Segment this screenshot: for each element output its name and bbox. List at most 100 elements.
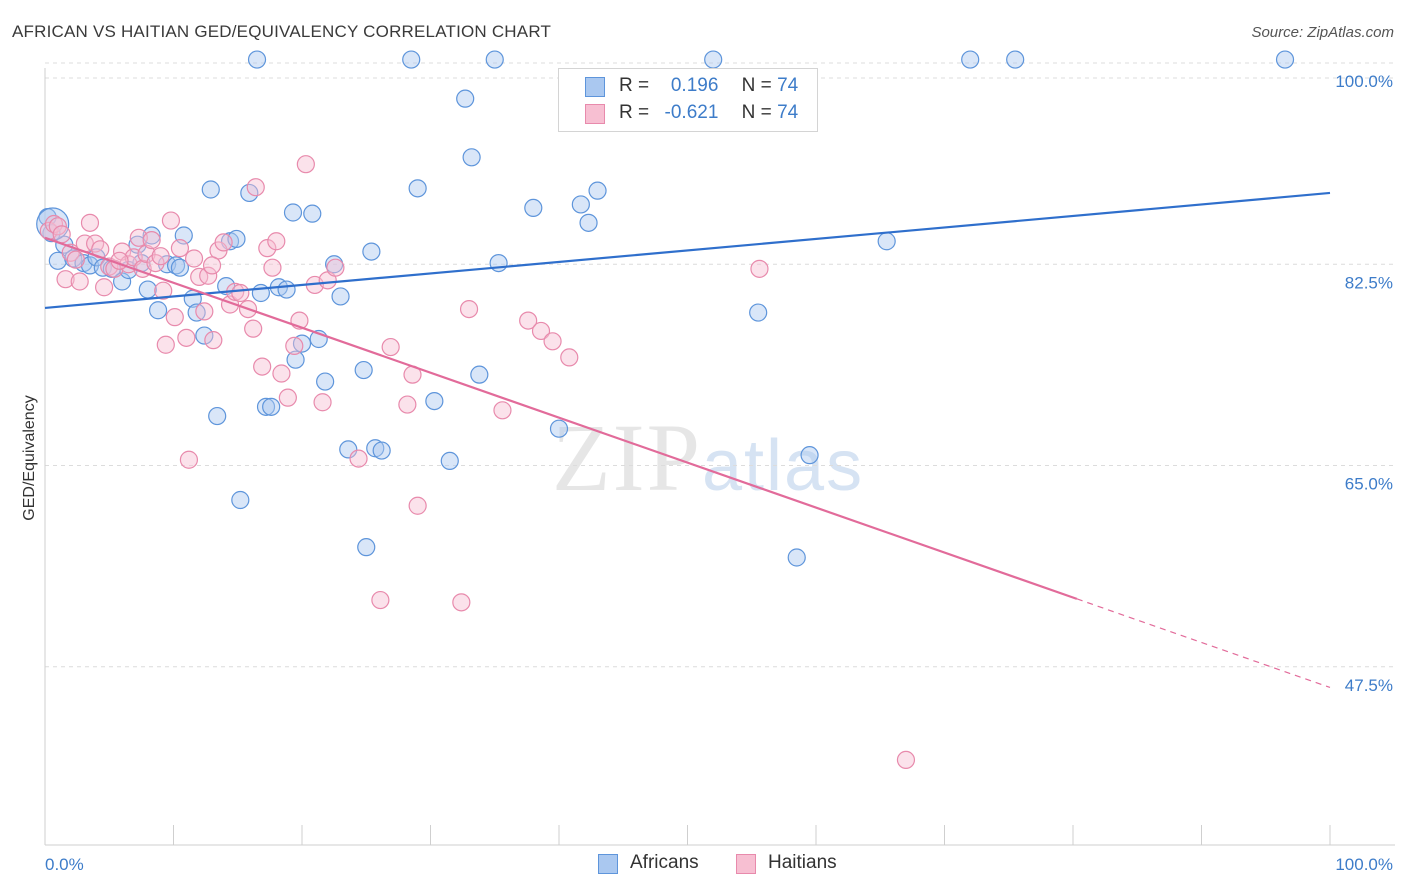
africans-point bbox=[462, 148, 481, 167]
haitians-point bbox=[199, 266, 218, 285]
y-tick-label: 65.0% bbox=[1345, 475, 1393, 494]
africans-point bbox=[489, 254, 508, 273]
africans-point bbox=[588, 181, 607, 200]
africans-point bbox=[339, 440, 358, 459]
y-axis-title: GED/Equivalency bbox=[21, 395, 38, 520]
haitians-point bbox=[371, 590, 390, 610]
africans-point bbox=[372, 441, 391, 460]
africans-point bbox=[231, 490, 250, 510]
africans-point bbox=[357, 538, 376, 557]
haitians-point bbox=[285, 336, 304, 355]
africans-point bbox=[195, 326, 214, 345]
haitians-point bbox=[408, 496, 427, 515]
africans-point bbox=[470, 365, 489, 384]
haitians-point bbox=[56, 270, 75, 289]
haitians-point bbox=[204, 331, 223, 350]
haitians-point bbox=[560, 348, 579, 367]
y-tick-label: 82.5% bbox=[1345, 273, 1393, 292]
africans-point bbox=[485, 50, 504, 69]
haitians-point bbox=[95, 278, 114, 297]
haitians-point bbox=[750, 259, 769, 278]
haitians-point bbox=[195, 302, 214, 321]
haitians-point bbox=[80, 213, 100, 232]
haitians-point bbox=[214, 233, 233, 252]
africans-point bbox=[170, 258, 190, 277]
haitians-point bbox=[231, 283, 250, 303]
trend-lines bbox=[44, 191, 1331, 689]
x-tick-label: 0.0% bbox=[45, 855, 84, 874]
haitians-point bbox=[246, 178, 265, 197]
africans-point bbox=[256, 397, 276, 416]
haitians-point bbox=[165, 308, 184, 327]
africans-point bbox=[187, 303, 206, 322]
africans-point bbox=[549, 419, 569, 438]
africans-point bbox=[402, 50, 421, 69]
haitians-point bbox=[177, 328, 196, 347]
haitians-point bbox=[154, 281, 173, 300]
haitians-point bbox=[184, 249, 204, 268]
africans-point bbox=[283, 203, 303, 222]
y-tick-label: 100.0% bbox=[1335, 72, 1393, 91]
haitians-point bbox=[543, 332, 562, 351]
haitians-point bbox=[896, 750, 916, 770]
africans-point bbox=[331, 287, 350, 306]
haitians-point bbox=[493, 401, 512, 420]
africans-point bbox=[208, 406, 227, 426]
africans-point bbox=[286, 350, 305, 369]
africans-point bbox=[800, 446, 819, 465]
haitians-point bbox=[272, 364, 291, 383]
zipatlas-watermark: ZIPatlas bbox=[552, 402, 864, 513]
africans-point bbox=[201, 180, 220, 199]
haitians-point bbox=[326, 258, 345, 277]
haitians-point bbox=[381, 337, 400, 357]
haitians-point bbox=[170, 239, 190, 258]
haitians-point bbox=[202, 256, 222, 275]
haitians-points bbox=[39, 155, 916, 770]
africans-point bbox=[579, 213, 598, 232]
africans-point bbox=[524, 198, 543, 217]
haitians-point bbox=[519, 311, 538, 330]
haitians-point bbox=[398, 395, 417, 414]
haitians-point bbox=[151, 247, 170, 266]
africans-r-value: 0.196 bbox=[670, 75, 719, 96]
haitians-point bbox=[86, 234, 105, 253]
africans-point bbox=[362, 242, 381, 261]
africans-point bbox=[571, 195, 590, 214]
haitians-point bbox=[179, 450, 199, 469]
haitians-point bbox=[142, 231, 161, 250]
haitians-swatch bbox=[585, 104, 605, 124]
africans-point bbox=[425, 392, 444, 411]
haitians-legend-swatch bbox=[736, 854, 756, 874]
africans-trend-line bbox=[44, 191, 1331, 310]
haitians-point bbox=[258, 239, 277, 258]
haitians-point bbox=[296, 155, 315, 174]
haitians-point bbox=[313, 393, 332, 412]
africans-point bbox=[704, 50, 723, 69]
legend-r-label: R = bbox=[619, 102, 650, 123]
africans-point bbox=[138, 280, 157, 299]
haitians-point bbox=[161, 211, 181, 230]
haitians-r-value: -0.621 bbox=[664, 102, 719, 123]
tick-labels: 100.0% 82.5% 65.0% 47.5% 0.0% 100.0% GED/Equiv… bbox=[21, 72, 1393, 874]
africans-point bbox=[303, 204, 322, 223]
haitians-n-value: 74 bbox=[777, 102, 799, 123]
haitians-point bbox=[531, 321, 551, 341]
africans-point bbox=[408, 179, 427, 198]
africans-point bbox=[247, 50, 267, 69]
africans-point bbox=[961, 50, 980, 69]
africans-point bbox=[316, 372, 335, 391]
africans-point bbox=[262, 397, 281, 416]
africans-point bbox=[277, 280, 296, 299]
africans-legend-swatch bbox=[598, 854, 618, 874]
haitians-point bbox=[70, 272, 89, 291]
africans-swatch bbox=[585, 77, 605, 97]
africans-point bbox=[749, 303, 768, 322]
axes bbox=[44, 68, 1395, 846]
haitians-trend-line bbox=[44, 236, 1078, 600]
haitians-point bbox=[244, 319, 263, 338]
africans-point bbox=[354, 360, 373, 380]
chart-title: AFRICAN VS HAITIAN GED/EQUIVALENCY CORRE… bbox=[12, 22, 552, 41]
africans-point bbox=[877, 232, 896, 251]
haitians-point bbox=[452, 593, 471, 612]
